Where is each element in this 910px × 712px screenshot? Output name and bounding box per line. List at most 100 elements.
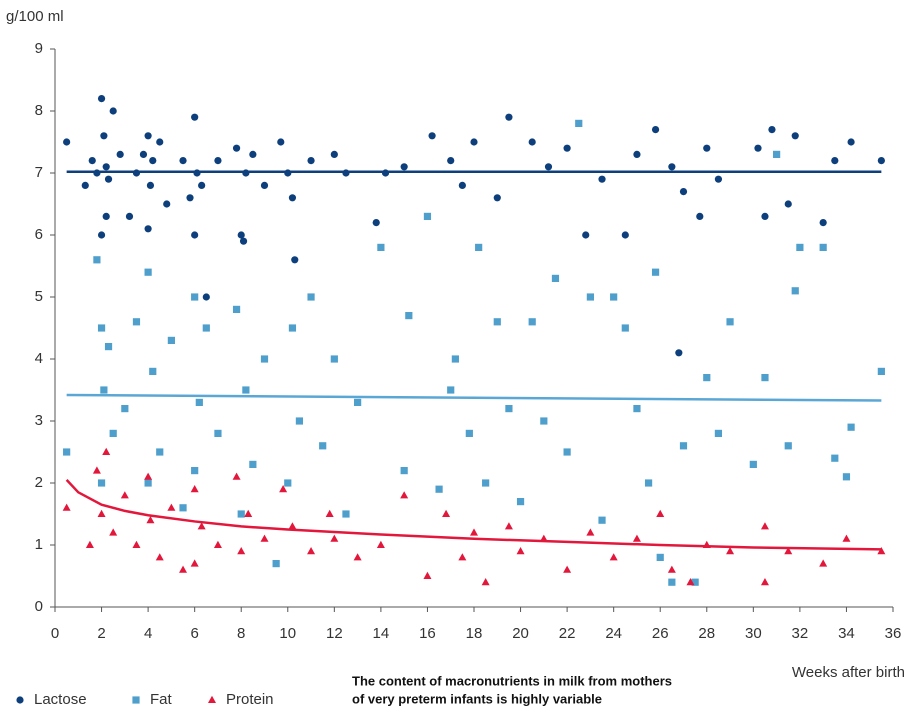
data-point (97, 324, 106, 332)
data-point (377, 243, 385, 251)
data-point (149, 367, 157, 375)
data-point (796, 243, 804, 251)
data-point (97, 509, 106, 517)
data-point (232, 472, 241, 480)
data-point (249, 460, 257, 468)
data-point (295, 417, 304, 425)
data-point (686, 578, 695, 586)
data-point (656, 509, 665, 517)
data-point (768, 126, 776, 134)
data-point (505, 113, 513, 121)
data-point (102, 163, 110, 171)
data-point (773, 150, 781, 158)
data-point (447, 157, 455, 165)
data-point (493, 318, 501, 326)
data-point (104, 175, 113, 183)
data-point (714, 175, 723, 183)
data-point (458, 553, 467, 561)
data-point (237, 231, 245, 239)
data-point (847, 423, 855, 431)
x-tick-label: 14 (373, 625, 390, 642)
data-point (877, 367, 885, 375)
data-point (97, 231, 106, 239)
data-point (149, 157, 157, 165)
data-point (405, 312, 413, 320)
data-point (81, 181, 89, 189)
data-point (100, 386, 108, 394)
data-point (563, 565, 572, 573)
x-tick-label: 22 (559, 625, 576, 642)
data-point (423, 212, 432, 220)
data-point (163, 200, 171, 208)
data-point (167, 503, 176, 511)
data-point (284, 479, 292, 487)
x-tick-label: 6 (190, 625, 198, 642)
data-point (784, 200, 792, 208)
data-point (675, 349, 683, 357)
data-point (179, 504, 187, 512)
data-point (470, 138, 478, 146)
data-point (749, 460, 757, 468)
data-point (679, 188, 688, 196)
data-point (754, 144, 762, 152)
data-point (179, 157, 187, 165)
data-point (819, 243, 827, 251)
data-point (120, 491, 129, 499)
data-point (528, 318, 536, 326)
data-point (237, 510, 245, 518)
data-point (92, 466, 101, 474)
y-tick-label: 3 (35, 412, 43, 429)
data-point (167, 336, 175, 344)
data-point (97, 95, 106, 103)
y-tick-label: 4 (35, 350, 43, 367)
data-point (610, 293, 618, 301)
x-tick-label: 4 (144, 625, 152, 642)
data-point (551, 274, 560, 282)
data-point (714, 429, 723, 437)
data-point (481, 578, 490, 586)
data-point (842, 473, 851, 481)
data-point (125, 212, 134, 220)
data-point (428, 132, 436, 140)
data-point (784, 442, 792, 450)
x-tick-label: 16 (419, 625, 436, 642)
data-point (109, 528, 118, 536)
data-point (726, 547, 735, 555)
data-point (598, 516, 606, 524)
x-tick-label: 20 (512, 625, 529, 642)
data-point (104, 343, 113, 351)
data-point (679, 442, 688, 450)
data-point (109, 107, 117, 115)
y-axis-label: g/100 ml (6, 8, 64, 25)
data-point (342, 510, 350, 518)
data-point (667, 565, 676, 573)
data-point (191, 231, 199, 239)
x-tick-label: 18 (466, 625, 483, 642)
data-point (761, 212, 769, 220)
x-tick-label: 0 (51, 625, 59, 642)
data-point (877, 547, 886, 555)
data-point (319, 442, 327, 450)
data-point (726, 318, 734, 326)
data-point (85, 540, 94, 548)
data-point (760, 578, 769, 586)
data-point (116, 150, 124, 158)
data-point (632, 534, 641, 542)
data-point (190, 485, 199, 493)
data-point (442, 509, 451, 517)
data-point (400, 163, 408, 171)
y-tick-label: 9 (35, 40, 43, 57)
data-point (354, 398, 362, 406)
data-point (97, 479, 106, 487)
data-point (202, 293, 210, 301)
y-tick-label: 1 (35, 536, 43, 553)
annotation: of very preterm infants is highly variab… (352, 691, 602, 706)
data-point (146, 181, 155, 189)
data-point (260, 355, 269, 363)
data-point (400, 491, 409, 499)
x-tick-label: 30 (745, 625, 762, 642)
data-point (760, 522, 769, 530)
data-point (831, 454, 839, 462)
legend-marker (208, 695, 216, 703)
data-point (819, 219, 827, 227)
